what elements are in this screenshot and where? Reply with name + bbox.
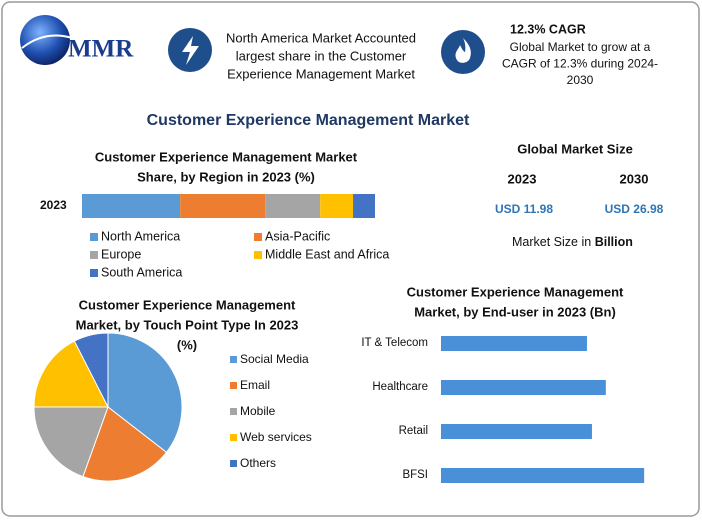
legend-swatch: [230, 382, 237, 389]
market-size-title: Global Market Size: [517, 141, 633, 156]
cagr-text: CAGR of 12.3% during 2024-: [502, 57, 658, 71]
year: 2023: [508, 171, 537, 186]
market-value: USD 26.98: [605, 202, 664, 216]
bar: [441, 380, 606, 395]
category-label: 2023: [40, 198, 67, 212]
logo-globe: [20, 15, 70, 65]
main-title: Customer Experience Management Market: [147, 112, 470, 129]
category-label: IT & Telecom: [361, 337, 428, 349]
category-label: Retail: [399, 425, 428, 437]
highlight-text: Experience Management Market: [227, 66, 415, 81]
market-value: USD 11.98: [495, 202, 553, 216]
legend-label: Asia-Pacific: [265, 229, 330, 243]
legend-label: Europe: [101, 247, 141, 261]
pie-slice: [107, 332, 183, 454]
bar: [441, 424, 592, 439]
legend-swatch: [230, 356, 237, 363]
legend-label: Mobile: [240, 404, 276, 418]
cagr-title: 12.3% CAGR: [510, 22, 586, 36]
legend-swatch: [90, 233, 98, 241]
bar-segment: [265, 194, 321, 218]
bar-segment: [320, 194, 354, 218]
highlight-text: largest share in the Customer: [236, 48, 407, 63]
note-unit: Billion: [595, 235, 633, 249]
bar: [441, 468, 645, 483]
legend-swatch: [90, 251, 98, 259]
logo-swoosh: [21, 34, 73, 49]
note-text: Market Size in: [512, 235, 591, 249]
lightning-glyph: [182, 36, 199, 65]
legend-label: Others: [240, 456, 276, 470]
bar: [441, 336, 587, 351]
legend-label: Web services: [240, 430, 312, 444]
flame-glyph: [455, 38, 471, 63]
market-note: Market Size in Billion: [512, 235, 633, 249]
bar-segment: [353, 194, 375, 218]
legend-label: Middle East and Africa: [265, 247, 389, 261]
legend-swatch: [254, 233, 262, 241]
logo-text: MMR: [68, 36, 134, 63]
pie-slice: [33, 340, 109, 408]
legend-swatch: [230, 460, 237, 467]
legend-swatch: [90, 269, 98, 277]
chart-title: Customer Experience Management: [407, 284, 624, 299]
chart-title: Market, by Touch Point Type In 2023: [76, 317, 299, 332]
chart-title: Share, by Region in 2023 (%): [137, 169, 315, 184]
bar-segment: [82, 194, 181, 218]
legend-swatch: [230, 434, 237, 441]
legend-label: Email: [240, 378, 270, 392]
legend-label: Social Media: [240, 352, 309, 366]
pie-slice: [73, 332, 109, 408]
year: 2030: [620, 171, 649, 186]
legend-label: South America: [101, 265, 182, 279]
chart-title: Customer Experience Management Market: [95, 149, 358, 164]
chart-title: Market, by End-user in 2023 (Bn): [414, 304, 616, 319]
chart-title: (%): [177, 337, 197, 352]
cagr-text: Global Market to grow at a: [510, 40, 651, 54]
legend-swatch: [230, 408, 237, 415]
category-label: BFSI: [402, 469, 428, 481]
legend-label: North America: [101, 229, 180, 243]
bar-segment: [180, 194, 266, 218]
cagr-text: 2030: [567, 73, 594, 87]
highlight-text: North America Market Accounted: [226, 30, 416, 45]
pie-slice: [33, 406, 109, 478]
pie-slice: [82, 406, 168, 482]
legend-swatch: [254, 251, 262, 259]
chart-title: Customer Experience Management: [79, 297, 296, 312]
category-label: Healthcare: [372, 381, 428, 393]
